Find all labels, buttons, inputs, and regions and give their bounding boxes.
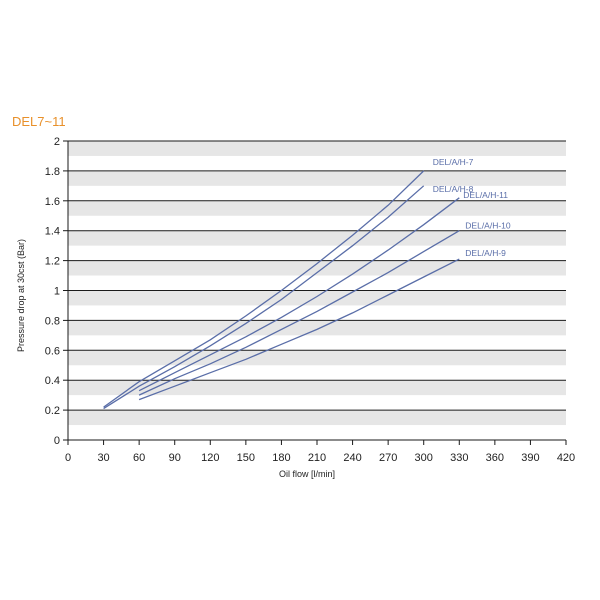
series-line	[138, 197, 460, 392]
series-lines	[103, 170, 460, 410]
chart-title: DEL7~11	[12, 114, 66, 129]
y-tick-label: 2	[54, 136, 60, 148]
y-tick-label: 1.4	[45, 226, 60, 238]
grid-band	[68, 260, 566, 276]
series-line	[138, 258, 460, 401]
y-tick-label: 0	[54, 435, 60, 447]
x-tick-label: 30	[97, 452, 109, 464]
y-tick-label: 0.4	[45, 375, 60, 387]
y-tick-label: 0.8	[45, 315, 60, 327]
y-tick-label: 0.6	[45, 345, 60, 357]
series-label: DEL/A/H-10	[465, 221, 511, 231]
x-tick-labels: 0 30 60 90 120 150 180 210 240 270 300 330 360 390 420	[65, 452, 575, 464]
x-tick-label: 180	[272, 452, 290, 464]
series-line	[103, 185, 425, 410]
series-label: DEL/A/H-11	[463, 190, 508, 200]
series-line	[103, 170, 425, 408]
grid-band	[68, 350, 566, 366]
x-tick-label: 150	[237, 452, 255, 464]
y-tick-label: 1	[54, 286, 60, 298]
series-label: DEL/A/H-8	[433, 184, 474, 194]
x-tick-label: 270	[379, 452, 397, 464]
y-tick-label: 1.2	[45, 256, 60, 268]
x-tick-label: 0	[65, 452, 71, 464]
x-tick-label: 360	[486, 452, 504, 464]
y-tick-labels: 0 0.2 0.4 0.6 0.8 1 1.2 1.4 1.6 1.8 2	[45, 136, 60, 447]
series-line	[138, 230, 460, 396]
grid-band	[68, 380, 566, 396]
grid-band	[68, 290, 566, 306]
grid-band	[68, 410, 566, 426]
series-label: DEL/A/H-7	[433, 157, 474, 167]
y-axis-label: Pressure drop at 30cst (Bar)	[16, 239, 26, 352]
x-tick-label: 300	[415, 452, 433, 464]
x-tick-label: 90	[169, 452, 181, 464]
x-tick-label: 210	[308, 452, 326, 464]
grid-band	[68, 320, 566, 336]
x-axis-label: Oil flow [l/min]	[279, 469, 335, 479]
grid-band	[68, 230, 566, 246]
grid-band	[68, 141, 566, 156]
grid-band	[68, 200, 566, 216]
series-label: DEL/A/H-9	[465, 248, 506, 258]
x-tick-label: 120	[201, 452, 219, 464]
x-tick-label: 390	[521, 452, 539, 464]
y-tick-label: 0.2	[45, 405, 60, 417]
x-tick-label: 420	[557, 452, 575, 464]
y-tick-label: 1.6	[45, 196, 60, 208]
y-tick-label: 1.8	[45, 166, 60, 178]
grid-bands	[68, 141, 566, 426]
grid-band	[68, 170, 566, 186]
x-tick-label: 240	[343, 452, 361, 464]
axes	[63, 140, 567, 445]
x-tick-label: 330	[450, 452, 468, 464]
x-tick-label: 60	[133, 452, 145, 464]
